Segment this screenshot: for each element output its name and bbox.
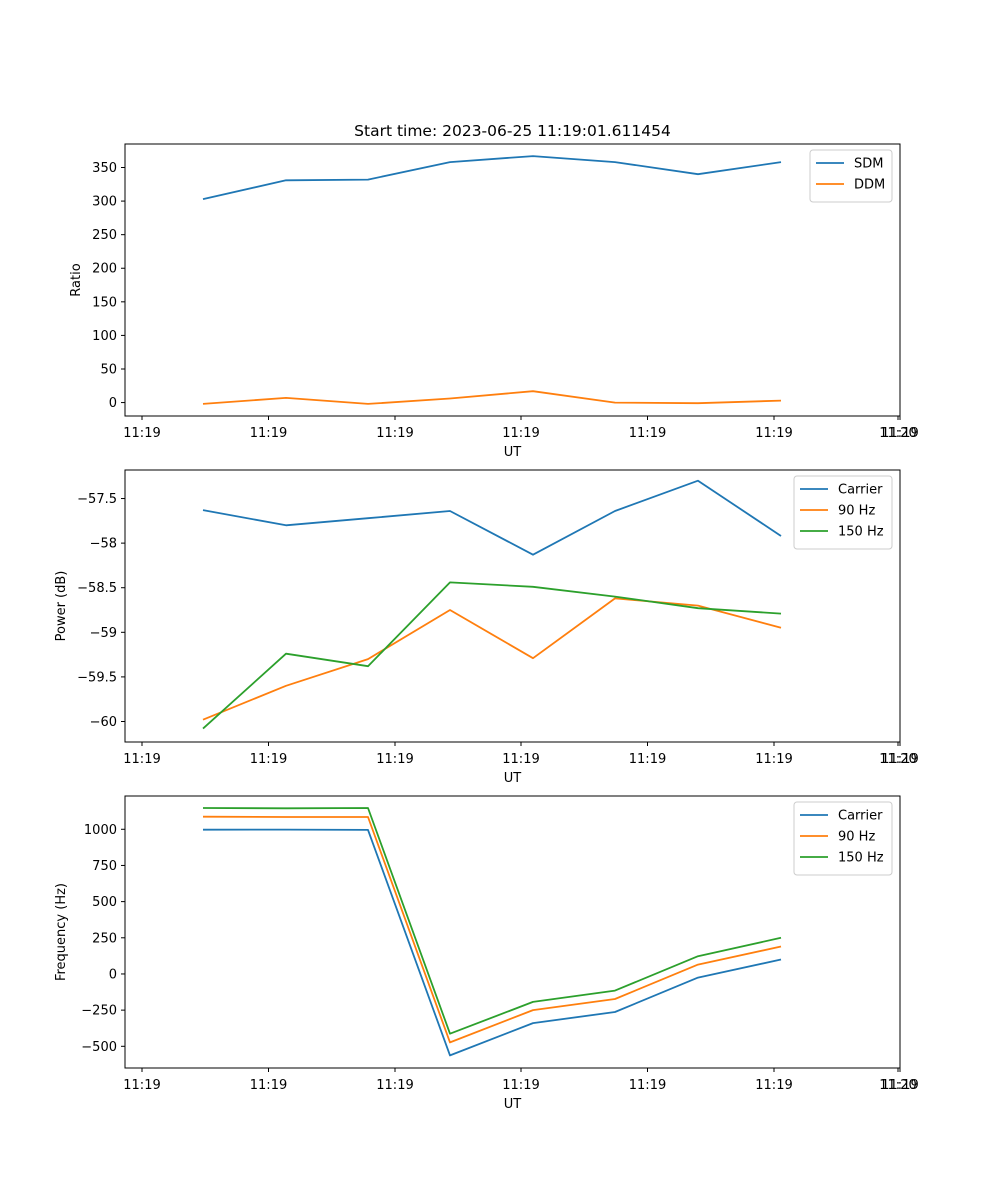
y-tick-label: 0 (109, 396, 117, 411)
y-tick-label: 300 (92, 195, 117, 210)
y-axis-label: Ratio (69, 263, 84, 296)
x-tick-label: 11:19 (123, 1078, 160, 1093)
legend-label: Carrier (838, 483, 883, 498)
series-line-ddm (202, 390, 782, 405)
y-tick-label: −60 (90, 715, 117, 730)
legend-label: 150 Hz (838, 525, 884, 540)
x-axis-label: UT (504, 771, 522, 786)
y-tick-label: 100 (92, 329, 117, 344)
legend-label: DDM (854, 178, 885, 193)
y-tick-label: −500 (81, 1040, 117, 1055)
series-line-carrier (202, 828, 782, 1057)
y-tick-label: −57.5 (77, 492, 117, 507)
y-tick-label: −59.5 (77, 670, 117, 685)
series-line-90-hz (202, 597, 782, 721)
axes-frame (124, 469, 901, 743)
y-tick-label: 0 (109, 967, 117, 982)
legend-label: 90 Hz (838, 504, 875, 519)
x-tick-label: 11:19 (502, 426, 539, 441)
legend-label: Carrier (838, 809, 883, 824)
y-tick-label: 250 (92, 228, 117, 243)
x-tick-label: 11:19 (376, 752, 413, 767)
y-tick-label: 200 (92, 262, 117, 277)
series-line-150-hz (202, 807, 782, 1035)
y-axis-label: Frequency (Hz) (54, 883, 69, 981)
legend-label: 90 Hz (838, 830, 875, 845)
y-tick-label: −58.5 (77, 581, 117, 596)
x-tick-label: 11:19 (755, 426, 792, 441)
x-tick-label: 11:19 (250, 426, 287, 441)
x-tick-label: 11:19 (123, 426, 160, 441)
x-tick-label: 11:19 (250, 1078, 287, 1093)
axes-frame (124, 143, 901, 417)
y-tick-label: −250 (81, 1004, 117, 1019)
x-tick-label: 11:19 (123, 752, 160, 767)
legend-label: SDM (854, 157, 883, 172)
x-tick-label: 11:19 (629, 1078, 666, 1093)
x-tick-label: 11:19 (629, 426, 666, 441)
y-tick-label: 750 (92, 859, 117, 874)
y-tick-label: 250 (92, 931, 117, 946)
chart-title: Start time: 2023-06-25 11:19:01.611454 (354, 122, 671, 140)
y-tick-label: 50 (100, 362, 117, 377)
axes-frame (124, 795, 901, 1069)
y-tick-label: −59 (90, 626, 117, 641)
y-axis-label: Power (dB) (54, 571, 69, 642)
y-tick-label: 150 (92, 295, 117, 310)
x-tick-label: 11:20 (879, 1078, 916, 1093)
series-line-90-hz (202, 815, 782, 1044)
y-tick-label: 350 (92, 161, 117, 176)
y-tick-label: 500 (92, 895, 117, 910)
x-tick-label: 11:19 (755, 752, 792, 767)
legend-label: 150 Hz (838, 851, 884, 866)
x-tick-label: 11:19 (881, 752, 918, 767)
x-tick-label: 11:19 (250, 752, 287, 767)
series-line-150-hz (202, 581, 782, 730)
y-tick-label: 1000 (84, 823, 117, 838)
chart-panel-1: Start time: 2023-06-25 11:19:01.611454 0 5… (69, 122, 919, 460)
x-tick-label: 11:19 (502, 752, 539, 767)
x-tick-label: 11:19 (881, 426, 918, 441)
x-axis-label: UT (504, 445, 522, 460)
chart-panel-2: −60−59.5−59−58.5−58−57.511:19 11:19 11:19 1… (54, 469, 919, 786)
x-axis-label: UT (504, 1097, 522, 1112)
x-tick-label: 11:19 (629, 752, 666, 767)
x-tick-label: 11:19 (502, 1078, 539, 1093)
series-line-sdm (202, 155, 782, 200)
x-tick-label: 11:19 (376, 1078, 413, 1093)
series-line-carrier (202, 479, 782, 556)
x-tick-label: 11:20 (879, 752, 916, 767)
y-tick-label: −58 (90, 537, 117, 552)
x-tick-label: 11:19 (755, 1078, 792, 1093)
x-tick-label: 11:20 (879, 426, 916, 441)
x-tick-label: 11:19 (376, 426, 413, 441)
x-tick-label: 11:19 (881, 1078, 918, 1093)
